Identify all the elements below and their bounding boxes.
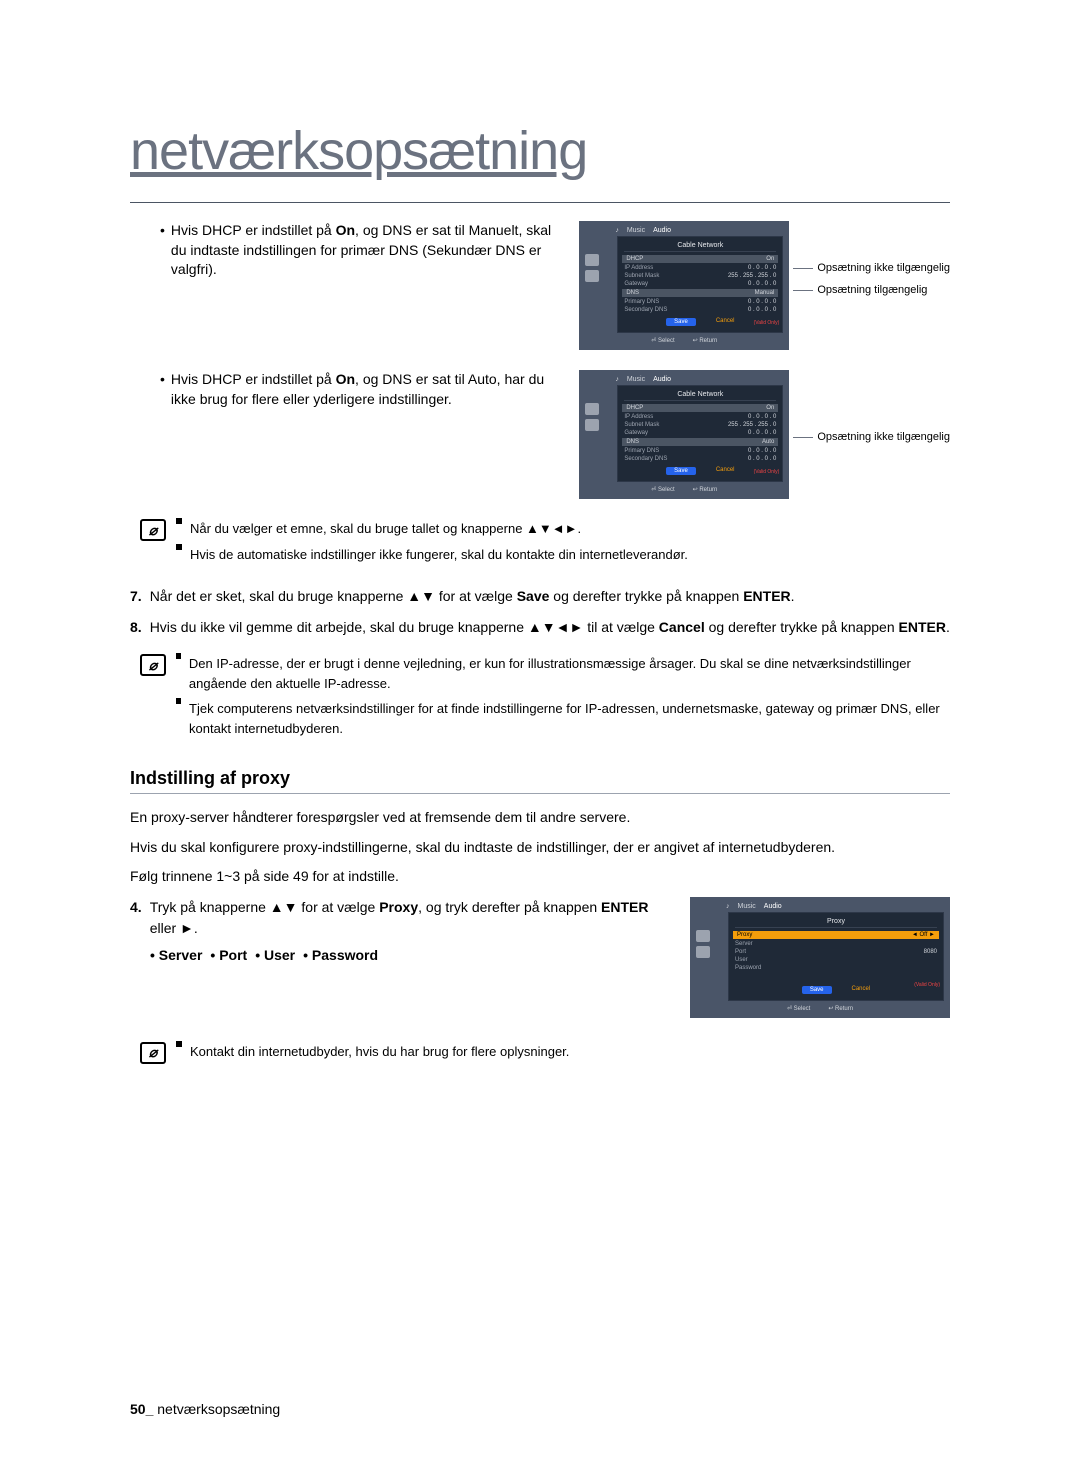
note-icon: ⌀	[140, 1042, 166, 1064]
proxy-divider	[130, 793, 950, 794]
tv-screenshot-1: ♪MusicAudio Cable Network DHCP On IP Add…	[579, 221, 789, 350]
note-block-1: ⌀ Når du vælger et emne, skal du bruge t…	[140, 519, 950, 570]
note3-line1: Kontakt din internetudbyder, hvis du har…	[190, 1042, 569, 1062]
section2-text: Hvis DHCP er indstillet på On, og DNS er…	[171, 370, 559, 409]
callout-labels-1: Opsætning ikke tilgængelig Opsætning til…	[793, 221, 950, 298]
note2-line1: Den IP-adresse, der er brugt i denne vej…	[189, 654, 950, 693]
callout-labels-2: Opsætning ikke tilgængelig	[793, 370, 950, 444]
tv-screenshot-proxy: ♪MusicAudio Proxy Proxy ◄ Off ► Server P…	[690, 897, 950, 1018]
step-8-number: 8.	[130, 617, 142, 638]
note1-line2: Hvis de automatiske indstillinger ikke f…	[190, 545, 688, 565]
step-4-text: Tryk på knapperne ▲▼ for at vælge Proxy,…	[150, 897, 660, 939]
page-title: netværksopsætning	[130, 120, 950, 182]
section-dhcp-auto: • Hvis DHCP er indstillet på On, og DNS …	[130, 370, 950, 499]
page-footer: 50_ netværksopsætning	[130, 1401, 280, 1417]
step-7-number: 7.	[130, 586, 142, 607]
note1-line1: Når du vælger et emne, skal du bruge tal…	[190, 519, 581, 539]
bullet: •	[160, 370, 165, 409]
section-dhcp-manual: • Hvis DHCP er indstillet på On, og DNS …	[130, 221, 950, 350]
note-block-2: ⌀ Den IP-adresse, der er brugt i denne v…	[140, 654, 950, 744]
proxy-paragraph-2: Hvis du skal konfigurere proxy-indstilli…	[130, 838, 950, 858]
bullet: •	[160, 221, 165, 280]
note-icon: ⌀	[140, 519, 166, 541]
note-icon: ⌀	[140, 654, 166, 676]
proxy-paragraph-1: En proxy-server håndterer forespørgsler …	[130, 808, 950, 828]
title-divider	[130, 202, 950, 203]
steps-list: 7. Når det er sket, skal du bruge knappe…	[130, 586, 950, 638]
proxy-paragraph-3: Følg trinnene 1~3 på side 49 for at inds…	[130, 867, 950, 887]
step-7-text: Når det er sket, skal du bruge knapperne…	[150, 586, 795, 607]
proxy-bullets: • Server • Port • User • Password	[130, 945, 660, 966]
note-block-3: ⌀ Kontakt din internetudbyder, hvis du h…	[140, 1042, 950, 1068]
tv-screenshot-2: ♪MusicAudio Cable Network DHCP On IP Add…	[579, 370, 789, 499]
step-4-number: 4.	[130, 897, 142, 939]
proxy-section-title: Indstilling af proxy	[130, 768, 950, 789]
step-8-text: Hvis du ikke vil gemme dit arbejde, skal…	[150, 617, 950, 638]
section1-text: Hvis DHCP er indstillet på On, og DNS er…	[171, 221, 559, 280]
note2-line2: Tjek computerens netværksindstillinger f…	[189, 699, 950, 738]
